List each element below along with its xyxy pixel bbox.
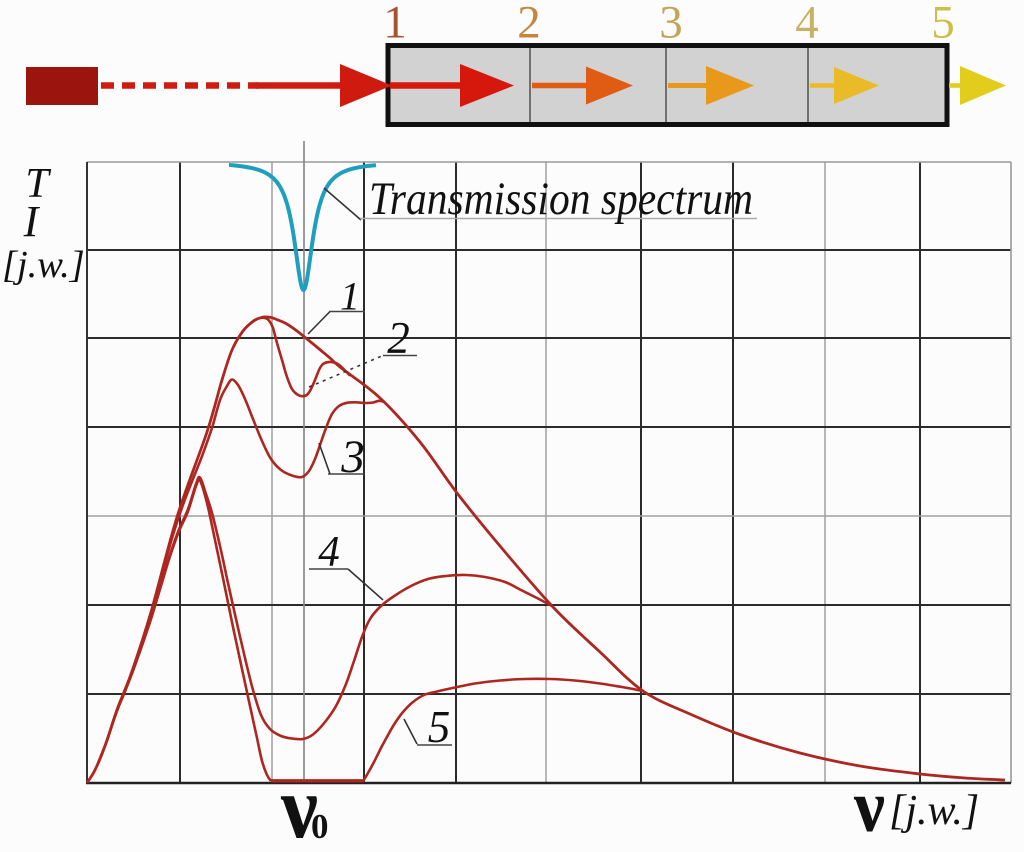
svg-text:3: 3: [659, 0, 683, 49]
svg-text:ν: ν: [853, 766, 885, 847]
svg-text:[j.w.]: [j.w.]: [889, 788, 979, 834]
svg-text:T: T: [25, 161, 51, 207]
svg-text:4: 4: [795, 0, 819, 49]
svg-text:4: 4: [318, 529, 340, 576]
svg-text:1: 1: [340, 274, 360, 319]
svg-text:2: 2: [517, 0, 541, 49]
svg-text:0: 0: [311, 807, 329, 846]
svg-text:3: 3: [340, 431, 365, 483]
svg-text:5: 5: [931, 0, 955, 49]
svg-text:2: 2: [387, 313, 410, 363]
svg-text:ν: ν: [280, 759, 318, 847]
svg-text:1: 1: [383, 0, 407, 49]
svg-text:5: 5: [428, 702, 451, 752]
svg-text:Transmission spectrum: Transmission spectrum: [369, 173, 753, 225]
svg-text:I: I: [23, 197, 41, 246]
svg-text:[j.w.]: [j.w.]: [2, 244, 85, 286]
